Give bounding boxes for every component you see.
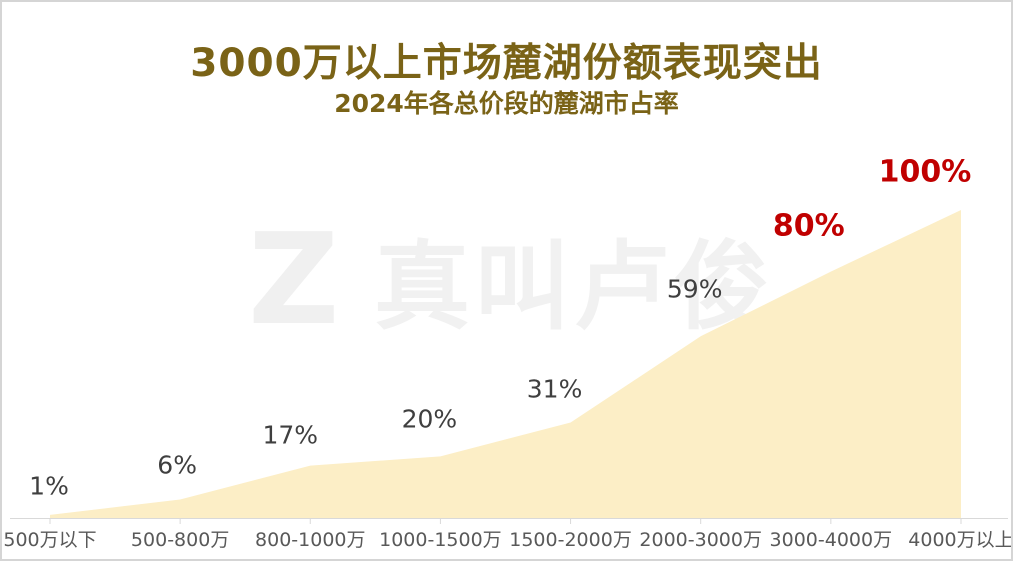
- chart-subtitle: 2024年各总价段的麓湖市占率: [334, 89, 679, 118]
- chart-title: 3000万以上市场麓湖份额表现突出: [190, 41, 823, 86]
- area-series-market-share: [50, 210, 961, 518]
- x-axis-ticks: [49, 518, 962, 524]
